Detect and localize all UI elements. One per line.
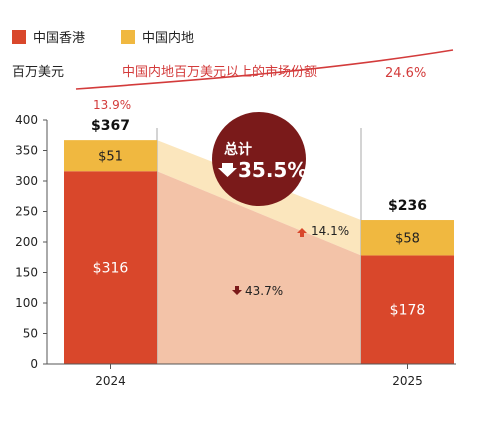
bar-mainland-2024 (64, 140, 157, 172)
y-tick-label-0: 0 (30, 357, 38, 371)
data-label-mainland-2024: $51 (98, 150, 123, 165)
y-tick-label-300: 300 (15, 174, 38, 188)
total-label-2025: $236 (388, 198, 427, 214)
y-tick-label-150: 150 (15, 266, 38, 280)
total-change-circle (212, 112, 306, 206)
y-tick-label-200: 200 (15, 235, 38, 249)
y-tick-label-350: 350 (15, 144, 38, 158)
share-line-title: 中国内地百万美元以上的市场份额 (122, 64, 317, 80)
y-axis-label: 百万美元 (12, 65, 64, 80)
total-change-title: 总计 (224, 141, 252, 158)
y-tick-label-50: 50 (23, 327, 38, 341)
total-label-2024: $367 (91, 118, 130, 134)
data-label-mainland-2025: $58 (395, 232, 420, 247)
share-label-2025: 24.6% (385, 66, 426, 81)
x-tick-label-2025: 2025 (392, 374, 423, 388)
share-line (75, 49, 454, 90)
data-label-hk-2025: $178 (390, 303, 426, 319)
data-label-hk-2024: $316 (93, 261, 129, 277)
legend-label-mainland: 中国内地 (142, 30, 194, 46)
legend-swatch-mainland (121, 30, 135, 44)
y-tick-label-100: 100 (15, 296, 38, 310)
total-change-value: 35.5% (238, 158, 307, 182)
hk-down-arrow (232, 286, 242, 295)
mainland-change-label: 14.1% (311, 224, 349, 238)
legend-label-hk: 中国香港 (33, 31, 85, 46)
share-label-2024: 13.9% (93, 98, 131, 112)
mainland-up-arrow (297, 228, 307, 237)
y-tick-label-400: 400 (15, 113, 38, 127)
y-tick-label-250: 250 (15, 205, 38, 219)
x-tick-label-2024: 2024 (95, 374, 126, 388)
bar-mainland-2025 (361, 220, 454, 256)
hk-change-label: 43.7% (245, 284, 283, 298)
legend-swatch-hk (12, 30, 26, 44)
hk-flow-area (157, 171, 361, 364)
bar-hk-2024 (64, 171, 157, 364)
total-change-down-arrow (218, 163, 237, 177)
bar-hk-2025 (361, 255, 454, 364)
